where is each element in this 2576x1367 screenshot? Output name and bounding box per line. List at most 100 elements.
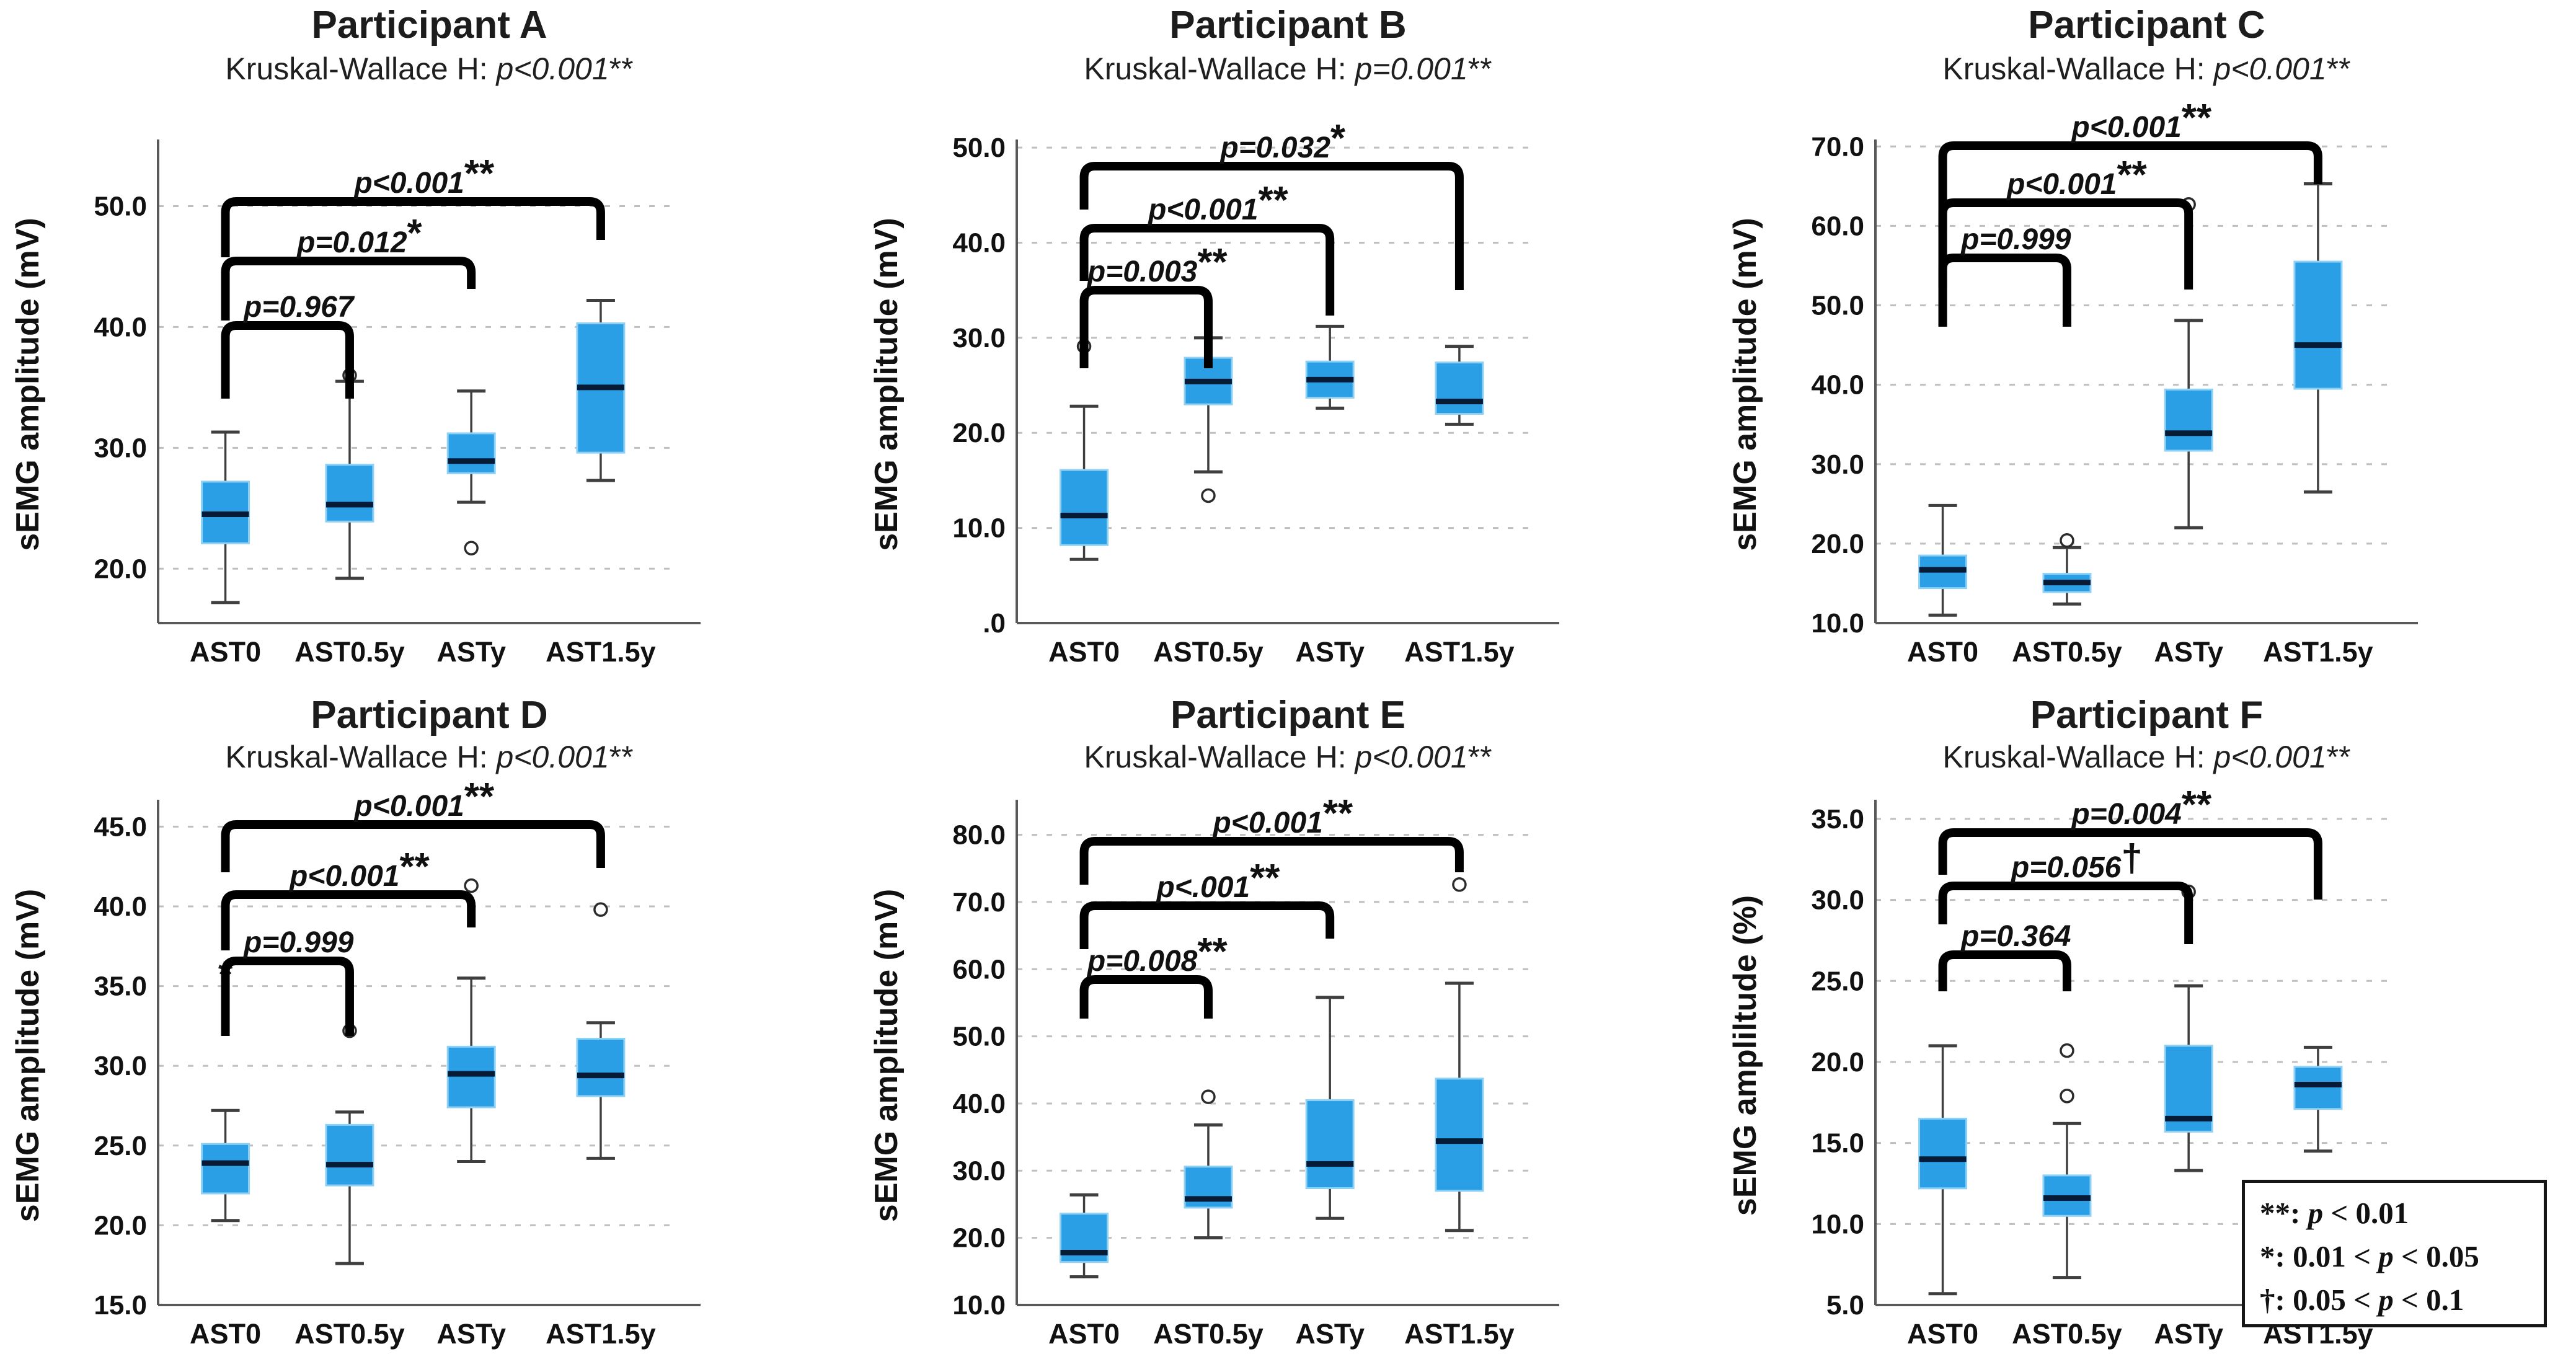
bracket-p-label: p=0.004** bbox=[2070, 784, 2212, 831]
bracket-p-label: p<0.001** bbox=[1211, 792, 1353, 839]
y-tick-label: 80.0 bbox=[952, 820, 1006, 851]
y-tick-label: 50.0 bbox=[952, 1022, 1006, 1052]
x-category-label: ASTy bbox=[1295, 1318, 1365, 1350]
y-tick-label: .0 bbox=[983, 608, 1006, 639]
subtitle-pvalue: p=0.001 bbox=[1355, 51, 1468, 86]
x-category-label: ASTy bbox=[2154, 1318, 2223, 1350]
legend-marker: †: bbox=[2260, 1283, 2293, 1317]
bracket-p-label: p<.001** bbox=[1155, 857, 1280, 904]
subtitle-prefix: Kruskal-Wallace H: bbox=[1942, 740, 2214, 774]
outlier-point bbox=[2060, 1089, 2074, 1104]
box-asty bbox=[2164, 884, 2213, 1172]
iqr-box bbox=[2164, 388, 2213, 452]
x-category-label: AST1.5y bbox=[2263, 636, 2373, 668]
subplot-subtitle: Kruskal-Wallace H: p<0.001** bbox=[1730, 51, 2564, 87]
y-axis-label: sEMG amplitude (mV) bbox=[10, 218, 46, 551]
x-category-labels: AST0 AST0.5y ASTy AST1.5y bbox=[1048, 1318, 1515, 1350]
bracket-path bbox=[221, 820, 605, 872]
subplot-participant-f: Participant F Kruskal-Wallace H: p<0.001… bbox=[1717, 682, 2576, 1367]
axes bbox=[1016, 800, 1559, 1306]
y-tick-label: 30.0 bbox=[1811, 449, 1864, 480]
significance-bracket: p=0.003** bbox=[1079, 241, 1228, 368]
subplot-title: Participant E bbox=[1171, 694, 1405, 737]
x-category-label: AST0.5y bbox=[294, 1318, 405, 1350]
x-category-labels: AST0 AST0.5y ASTy AST1.5y bbox=[190, 1318, 656, 1350]
iqr-box bbox=[325, 1123, 374, 1187]
box-ast0 bbox=[1918, 503, 1968, 617]
x-category-label: AST1.5y bbox=[1404, 636, 1515, 668]
subtitle-pvalue: p<0.001 bbox=[1355, 740, 1468, 774]
y-tick-label: 60.0 bbox=[1811, 211, 1864, 241]
x-category-label: AST0.5y bbox=[1153, 1318, 1264, 1350]
bracket-path bbox=[1079, 162, 1464, 290]
box-ast1.5y bbox=[1435, 877, 1484, 1232]
iqr-box bbox=[201, 1143, 250, 1195]
y-tick-label: 30.0 bbox=[952, 1156, 1006, 1186]
subplot-title: Participant C bbox=[2028, 4, 2265, 46]
x-category-label: AST1.5y bbox=[546, 636, 656, 668]
y-tick-label: 40.0 bbox=[94, 891, 147, 922]
bracket-path bbox=[221, 321, 354, 399]
subplot-subtitle: Kruskal-Wallace H: p<0.001** bbox=[12, 739, 846, 775]
x-category-label: AST0 bbox=[190, 636, 261, 668]
box-ast0.5y bbox=[325, 1023, 374, 1265]
boxplot-svg-c: 10.0 20.0 30.0 40.0 50.0 60.0 70.0 sEMG amplitu… bbox=[1727, 97, 2418, 668]
axes bbox=[1874, 139, 2418, 624]
bracket-path bbox=[1938, 254, 2071, 327]
y-tick-label: 25.0 bbox=[1811, 966, 1864, 996]
x-category-label: ASTy bbox=[436, 636, 506, 668]
box-asty bbox=[446, 878, 496, 1164]
y-axis-label: sEMG ampliltude (%) bbox=[1727, 895, 1763, 1216]
y-tick-label: 20.0 bbox=[94, 554, 147, 584]
y-tick-label: 20.0 bbox=[1811, 529, 1864, 559]
significance-bracket: p=0.008** bbox=[1079, 931, 1228, 1019]
outlier-point bbox=[1201, 1089, 1216, 1104]
bracket-path bbox=[221, 890, 476, 950]
outlier-point bbox=[1452, 877, 1467, 892]
x-category-label: ASTy bbox=[1295, 636, 1365, 668]
bracket-p-label: p=0.364 bbox=[1960, 920, 2071, 953]
box-ast0 bbox=[1918, 1044, 1968, 1296]
box-ast1.5y bbox=[2293, 182, 2343, 494]
y-tick-label: 35.0 bbox=[1811, 804, 1864, 834]
bracket-p-label: p<0.001** bbox=[288, 846, 430, 893]
subplot-participant-b: Participant B Kruskal-Wallace H: p=0.001… bbox=[859, 0, 1717, 682]
box-ast0 bbox=[1060, 338, 1109, 561]
y-axis-label: sEMG amplitude (mV) bbox=[869, 218, 905, 551]
x-category-label: AST0.5y bbox=[1153, 636, 1264, 668]
subtitle-marker: ** bbox=[609, 740, 634, 774]
iqr-box bbox=[2293, 260, 2343, 390]
subtitle-marker: ** bbox=[609, 51, 634, 86]
y-tick-label: 50.0 bbox=[1811, 291, 1864, 321]
iqr-box bbox=[325, 464, 374, 523]
outlier-point bbox=[593, 902, 608, 917]
subtitle-prefix: Kruskal-Wallace H: bbox=[1084, 51, 1355, 86]
y-tick-label: 40.0 bbox=[952, 228, 1006, 258]
box-ast1.5y bbox=[576, 902, 626, 1160]
bracket-path bbox=[1079, 224, 1335, 316]
x-category-label: AST1.5y bbox=[1404, 1318, 1515, 1350]
outlier-point bbox=[2060, 533, 2074, 548]
subplot-subtitle: Kruskal-Wallace H: p<0.001** bbox=[12, 51, 846, 87]
x-category-label: AST0 bbox=[1907, 1318, 1978, 1350]
x-category-label: AST0.5y bbox=[2012, 636, 2122, 668]
bracket-p-label: p=0.032* bbox=[1219, 117, 1345, 164]
legend-text: < 0.01 bbox=[2323, 1196, 2409, 1230]
boxplot-svg-b: .0 10.0 20.0 30.0 40.0 50.0 sEMG amplitude (mV… bbox=[869, 117, 1559, 668]
subtitle-pvalue: p<0.001 bbox=[496, 51, 609, 86]
bracket-p-label: p<0.001** bbox=[353, 153, 495, 200]
box-asty bbox=[1305, 996, 1355, 1220]
x-category-label: AST0.5y bbox=[294, 636, 405, 668]
y-tick-label: 20.0 bbox=[1811, 1047, 1864, 1077]
legend-p-symbol: p bbox=[2308, 1196, 2324, 1230]
significance-bracket: p=0.999 bbox=[1938, 223, 2071, 327]
x-category-labels: AST0 AST0.5y ASTy AST1.5y bbox=[1048, 636, 1515, 668]
y-tick-label: 20.0 bbox=[952, 418, 1006, 448]
iqr-box bbox=[576, 1037, 626, 1097]
axes bbox=[1016, 139, 1559, 624]
x-category-label: AST0 bbox=[1907, 636, 1978, 668]
iqr-box bbox=[446, 1045, 496, 1108]
y-tick-labels: .0 10.0 20.0 30.0 40.0 50.0 bbox=[952, 133, 1006, 639]
y-tick-label: 70.0 bbox=[1811, 131, 1864, 162]
